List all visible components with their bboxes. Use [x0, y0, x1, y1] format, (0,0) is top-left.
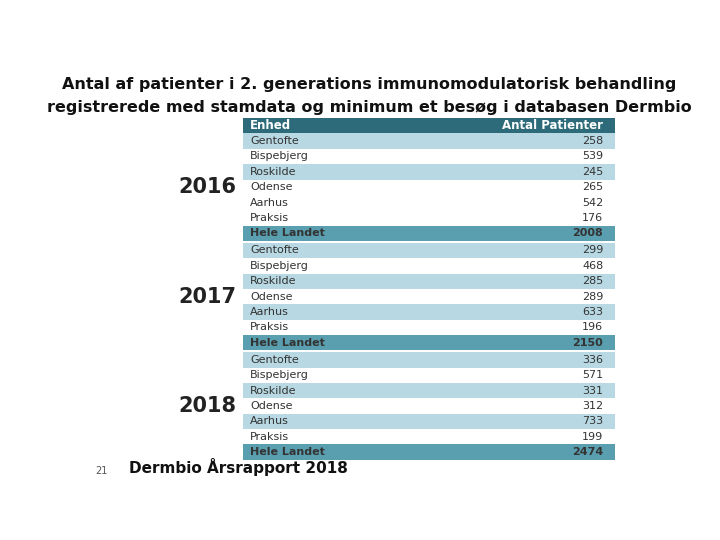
Text: 176: 176 — [582, 213, 603, 223]
Text: Enhed: Enhed — [250, 119, 292, 132]
Bar — [243, 118, 615, 133]
Bar — [243, 258, 615, 274]
Text: 2474: 2474 — [572, 447, 603, 457]
Text: 258: 258 — [582, 136, 603, 146]
Text: 289: 289 — [582, 292, 603, 302]
Text: Bispebjerg: Bispebjerg — [250, 261, 309, 271]
Bar — [243, 164, 615, 180]
Text: 331: 331 — [582, 386, 603, 396]
Bar — [243, 444, 615, 460]
Text: 245: 245 — [582, 167, 603, 177]
Text: Praksis: Praksis — [250, 432, 289, 442]
Bar — [243, 335, 615, 350]
Text: Gentofte: Gentofte — [250, 246, 299, 255]
Text: 265: 265 — [582, 183, 603, 192]
Text: Odense: Odense — [250, 401, 292, 411]
Text: Gentofte: Gentofte — [250, 136, 299, 146]
Text: Odense: Odense — [250, 292, 292, 302]
Bar — [243, 429, 615, 444]
Bar — [243, 289, 615, 305]
Text: Hele Landet: Hele Landet — [250, 228, 325, 238]
Text: Roskilde: Roskilde — [250, 386, 297, 396]
Text: Bispebjerg: Bispebjerg — [250, 370, 309, 380]
Bar — [243, 414, 615, 429]
Text: 312: 312 — [582, 401, 603, 411]
Text: 633: 633 — [582, 307, 603, 317]
Bar — [243, 383, 615, 399]
Text: 571: 571 — [582, 370, 603, 380]
Text: 285: 285 — [582, 276, 603, 286]
Text: Antal Patienter: Antal Patienter — [503, 119, 603, 132]
Bar — [243, 149, 615, 164]
Text: 468: 468 — [582, 261, 603, 271]
Text: Roskilde: Roskilde — [250, 276, 297, 286]
Bar — [243, 320, 615, 335]
Text: Dermbio Årsrapport 2018: Dermbio Årsrapport 2018 — [129, 457, 348, 476]
Text: Aarhus: Aarhus — [250, 198, 289, 208]
Text: registrerede med stamdata og minimum et besøg i databasen Dermbio: registrerede med stamdata og minimum et … — [47, 100, 691, 115]
Text: Aarhus: Aarhus — [250, 307, 289, 317]
Text: 199: 199 — [582, 432, 603, 442]
Text: 2008: 2008 — [572, 228, 603, 238]
Text: Roskilde: Roskilde — [250, 167, 297, 177]
Text: Odense: Odense — [250, 183, 292, 192]
Text: 21: 21 — [96, 465, 108, 476]
Text: 733: 733 — [582, 416, 603, 427]
Text: Aarhus: Aarhus — [250, 416, 289, 427]
Bar — [243, 195, 615, 211]
Text: 196: 196 — [582, 322, 603, 333]
Text: 2018: 2018 — [178, 396, 236, 416]
Text: 2016: 2016 — [178, 177, 236, 197]
Text: Praksis: Praksis — [250, 322, 289, 333]
Text: Hele Landet: Hele Landet — [250, 447, 325, 457]
Text: 539: 539 — [582, 152, 603, 161]
Bar — [243, 399, 615, 414]
Bar — [243, 368, 615, 383]
Bar — [243, 243, 615, 258]
Text: 336: 336 — [582, 355, 603, 365]
Text: Gentofte: Gentofte — [250, 355, 299, 365]
Text: 542: 542 — [582, 198, 603, 208]
Bar — [243, 133, 615, 149]
Bar — [243, 352, 615, 368]
Text: Praksis: Praksis — [250, 213, 289, 223]
Text: 2017: 2017 — [178, 287, 236, 307]
Text: Hele Landet: Hele Landet — [250, 338, 325, 348]
Bar — [243, 226, 615, 241]
Text: 2150: 2150 — [572, 338, 603, 348]
Bar — [243, 274, 615, 289]
Bar — [243, 305, 615, 320]
Text: Antal af patienter i 2. generations immunomodulatorisk behandling: Antal af patienter i 2. generations immu… — [62, 77, 676, 92]
Bar — [243, 180, 615, 195]
Text: 299: 299 — [582, 246, 603, 255]
Text: Bispebjerg: Bispebjerg — [250, 152, 309, 161]
Bar — [243, 211, 615, 226]
